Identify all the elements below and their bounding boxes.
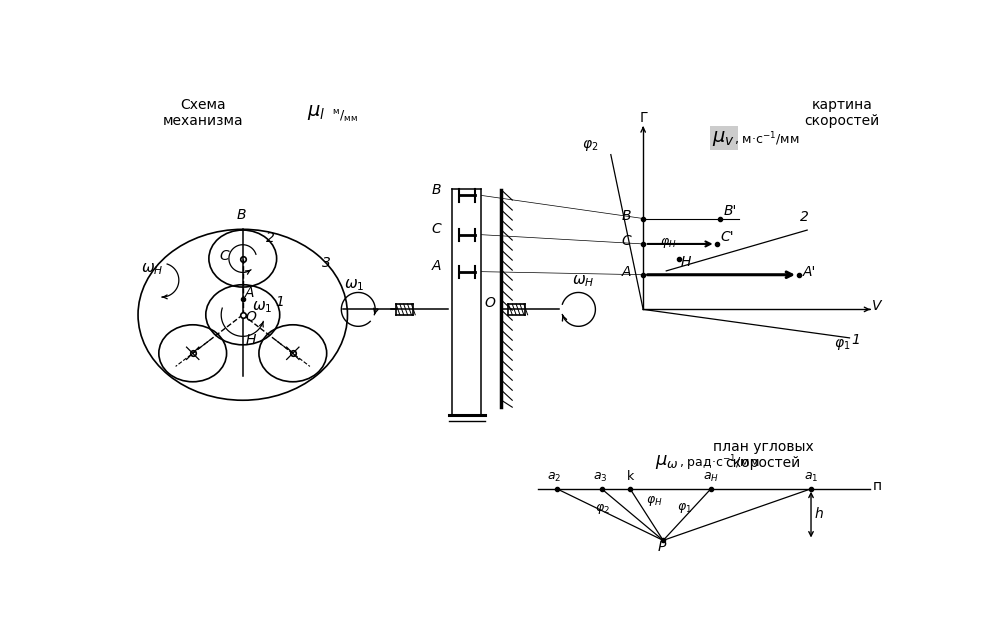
Text: C: C xyxy=(219,249,229,263)
Text: Схема
механизма: Схема механизма xyxy=(163,98,243,128)
Text: 1: 1 xyxy=(275,295,284,309)
Text: п: п xyxy=(873,479,881,493)
Text: A': A' xyxy=(803,265,816,280)
Text: $\varphi_2$: $\varphi_2$ xyxy=(582,138,598,153)
Text: $\omega_H$: $\omega_H$ xyxy=(141,261,164,277)
Text: P: P xyxy=(658,540,666,554)
Text: C: C xyxy=(432,222,442,236)
Text: B: B xyxy=(432,183,442,197)
Text: $a_3$: $a_3$ xyxy=(593,470,607,484)
Text: 2: 2 xyxy=(266,231,275,245)
Text: $^{\mathsf{м}}{/_{\mathsf{мм}}}$: $^{\mathsf{м}}{/_{\mathsf{мм}}}$ xyxy=(332,108,358,124)
Text: A: A xyxy=(621,265,631,280)
Text: , рад·с$^{-1}$/мм: , рад·с$^{-1}$/мм xyxy=(678,453,759,473)
Text: O: O xyxy=(246,310,256,324)
Text: $\omega_H$: $\omega_H$ xyxy=(572,274,595,290)
Text: k: k xyxy=(626,470,634,482)
Text: $a_1$: $a_1$ xyxy=(804,470,818,484)
Text: B: B xyxy=(621,209,631,223)
Text: h: h xyxy=(814,507,823,521)
Text: $\boldsymbol{\mu_\omega}$: $\boldsymbol{\mu_\omega}$ xyxy=(656,453,679,471)
Text: C: C xyxy=(621,235,631,249)
Text: план угловых
скоростей: план угловых скоростей xyxy=(713,439,813,470)
Text: V: V xyxy=(872,299,881,313)
Text: C': C' xyxy=(720,230,734,244)
Text: $a_2$: $a_2$ xyxy=(546,470,561,484)
Text: $\varphi_2$: $\varphi_2$ xyxy=(596,502,610,516)
Text: $\varphi_H$: $\varphi_H$ xyxy=(660,236,676,250)
Text: 1: 1 xyxy=(852,333,861,347)
Text: $\boldsymbol{\mu_v}$: $\boldsymbol{\mu_v}$ xyxy=(713,129,736,148)
Text: A: A xyxy=(432,259,442,273)
Text: 3: 3 xyxy=(322,256,331,270)
Text: H: H xyxy=(246,333,256,347)
Text: , м·с$^{-1}$/мм: , м·с$^{-1}$/мм xyxy=(734,131,800,148)
Text: O: O xyxy=(484,296,495,310)
Text: Г: Г xyxy=(640,112,649,126)
Text: $\omega_1$: $\omega_1$ xyxy=(252,299,272,315)
Text: $\varphi_H$: $\varphi_H$ xyxy=(646,495,663,508)
Text: A: A xyxy=(246,286,254,300)
Text: $\omega_1$: $\omega_1$ xyxy=(344,277,365,292)
Text: $\varphi_1$: $\varphi_1$ xyxy=(834,337,851,352)
Text: 2: 2 xyxy=(800,210,809,224)
Text: B': B' xyxy=(724,204,737,219)
Text: H: H xyxy=(681,254,691,269)
Text: $\boldsymbol{\mu_l}$: $\boldsymbol{\mu_l}$ xyxy=(308,103,325,122)
Text: $a_H$: $a_H$ xyxy=(703,470,719,484)
Text: B: B xyxy=(237,209,246,223)
Text: $\varphi_1$: $\varphi_1$ xyxy=(677,501,692,515)
Text: картина
скоростей: картина скоростей xyxy=(805,98,880,128)
